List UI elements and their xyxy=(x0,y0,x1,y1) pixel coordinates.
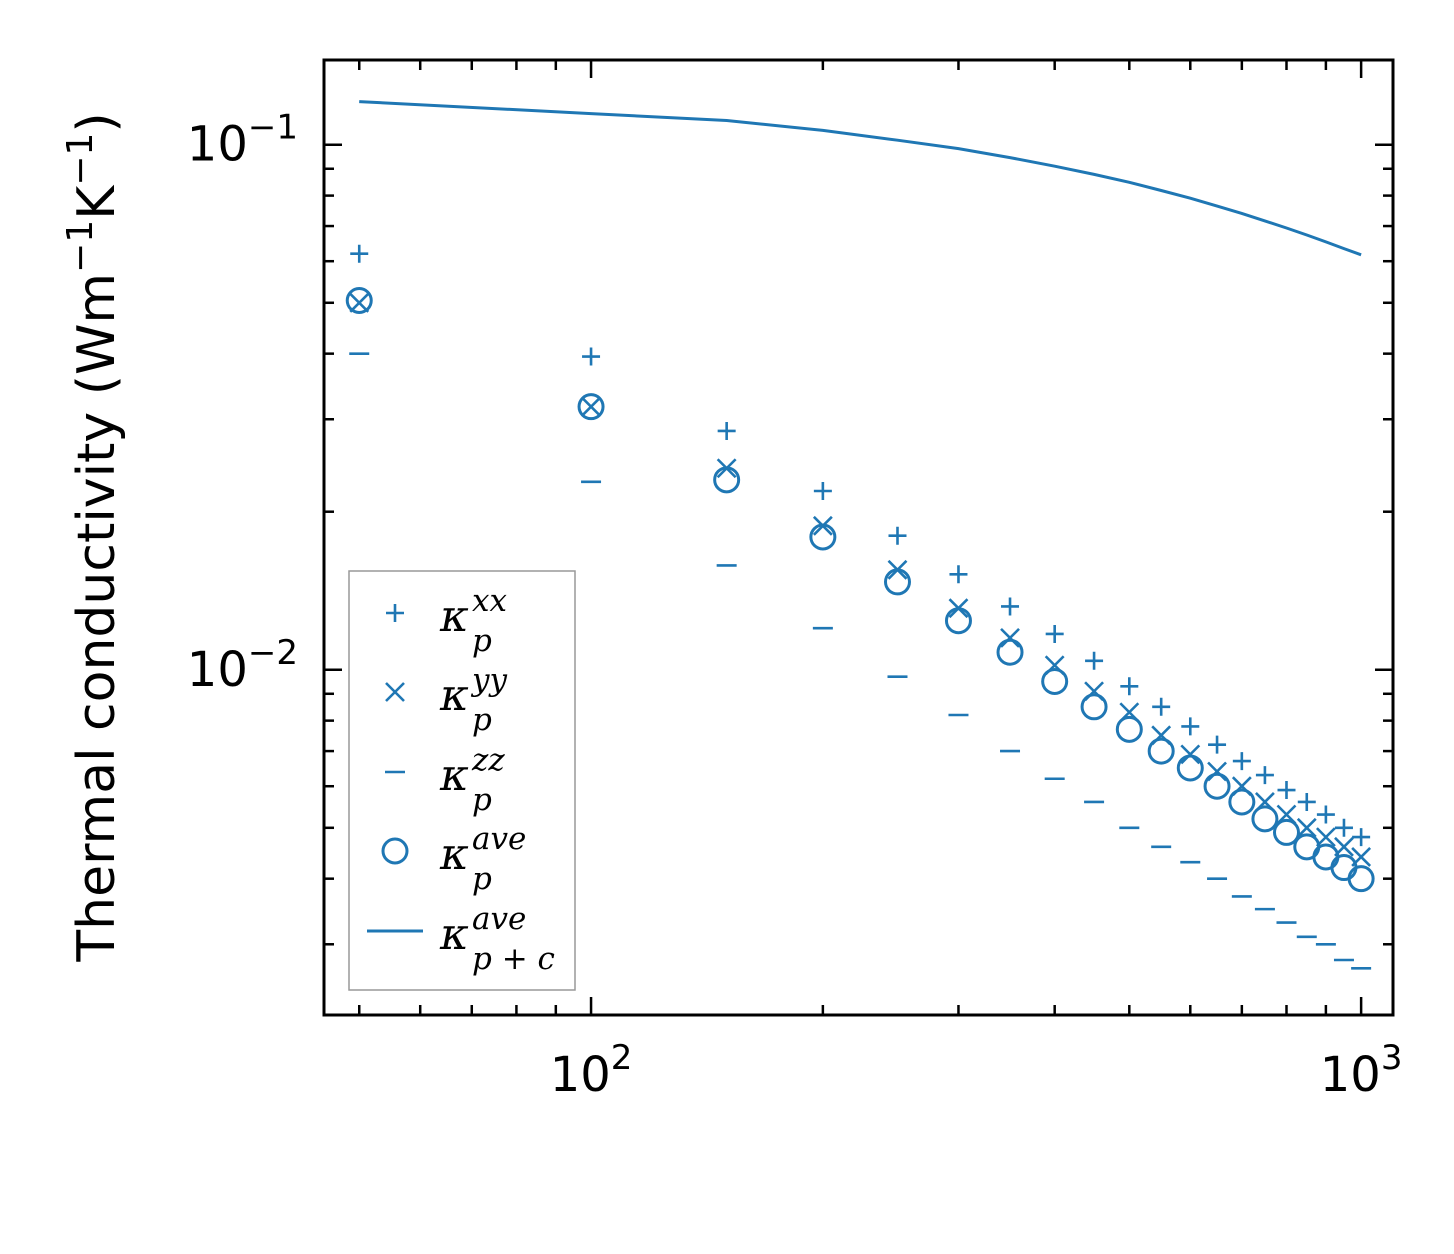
data-point-kave xyxy=(713,466,741,494)
legend-entry-kzz: κ zz p xyxy=(385,742,505,818)
legend-entry-kxx: κ xx p xyxy=(386,583,507,659)
data-point-kxx xyxy=(1152,697,1171,716)
data-point-kxx xyxy=(1334,818,1353,837)
legend-marker-kave xyxy=(381,837,409,865)
y-tick-label: 10−2 xyxy=(187,633,298,698)
series-line-kpc xyxy=(359,100,1362,257)
series-kave xyxy=(345,287,1375,893)
axes-layer: 102 103 10−1 10−2 Thermal conductivity (Wm−1… xyxy=(60,58,1403,1103)
legend-entry-kave: κ ave p xyxy=(381,821,526,897)
data-point-kxx xyxy=(1232,752,1251,771)
data-point-kave xyxy=(577,393,605,421)
data-point-kave xyxy=(1147,737,1175,765)
data-point-kxx xyxy=(1277,781,1296,800)
legend-marker-kxx xyxy=(386,604,404,622)
legend-entry-kpc: κ ave p + c xyxy=(367,901,555,977)
data-point-kave xyxy=(944,607,972,635)
data-point-kxx xyxy=(717,421,736,440)
legend-label-kave: κ ave p xyxy=(439,821,526,897)
data-point-kave xyxy=(1251,805,1279,833)
series-kzz xyxy=(349,352,1372,970)
data-point-kyy xyxy=(1315,827,1336,848)
legend-box xyxy=(348,570,576,991)
data-point-kxx xyxy=(1085,651,1104,670)
data-point-kxx xyxy=(1208,735,1227,754)
y-tick-label: 10−1 xyxy=(187,108,298,173)
data-point-kxx xyxy=(582,347,601,366)
data-point-kxx xyxy=(350,244,369,263)
legend-label-kyy: κ yy p xyxy=(439,662,508,738)
plot-frame xyxy=(322,58,1395,1017)
series-kpc xyxy=(359,100,1362,257)
data-point-kave xyxy=(1041,667,1069,695)
data-point-kyy xyxy=(1180,744,1201,765)
data-point-kave xyxy=(996,638,1024,666)
data-point-kxx xyxy=(1181,717,1200,736)
x-tick-label: 102 xyxy=(550,1038,633,1103)
legend-label-kpc: κ ave p + c xyxy=(439,901,555,977)
data-point-kave xyxy=(883,568,911,596)
data-point-kxx xyxy=(1316,805,1335,824)
legend: κ xx pκ yy pκ zz pκ ave pκ ave p + c xyxy=(348,570,576,991)
data-point-kxx xyxy=(1120,677,1139,696)
data-point-kave xyxy=(1347,865,1375,893)
legend-entry-kyy: κ yy p xyxy=(385,662,508,738)
data-point-kave xyxy=(1203,772,1231,800)
data-point-kyy xyxy=(349,292,370,313)
data-point-kave xyxy=(1080,693,1108,721)
data-point-kave xyxy=(1115,715,1143,743)
x-tick-label: 103 xyxy=(1320,1038,1403,1103)
data-point-kyy xyxy=(1296,817,1317,838)
data-point-kave xyxy=(1330,854,1358,882)
data-point-kxx xyxy=(949,565,968,584)
data-point-kxx xyxy=(1045,624,1064,643)
data-point-kave xyxy=(1312,843,1340,871)
legend-marker-kyy xyxy=(385,682,405,702)
plot-layer xyxy=(345,100,1375,970)
data-point-kyy xyxy=(1000,627,1020,648)
data-point-kxx xyxy=(888,526,907,545)
data-point-kave xyxy=(809,523,837,551)
data-point-kave xyxy=(1228,788,1256,816)
data-point-kxx xyxy=(1255,766,1274,785)
data-point-kxx xyxy=(813,482,832,501)
data-point-kyy xyxy=(581,396,601,417)
data-point-kxx xyxy=(1297,792,1316,811)
series-kxx xyxy=(350,244,1371,847)
data-point-kxx xyxy=(1352,828,1371,847)
data-point-kave xyxy=(345,287,373,315)
data-point-kxx xyxy=(1001,597,1020,616)
legend-label-kzz: κ zz p xyxy=(439,742,505,818)
legend-label-kxx: κ xx p xyxy=(439,583,507,659)
data-point-kave xyxy=(1272,818,1300,846)
data-point-kave xyxy=(1176,754,1204,782)
y-axis-label: Thermal conductivity (Wm−1K−1) xyxy=(60,112,127,962)
